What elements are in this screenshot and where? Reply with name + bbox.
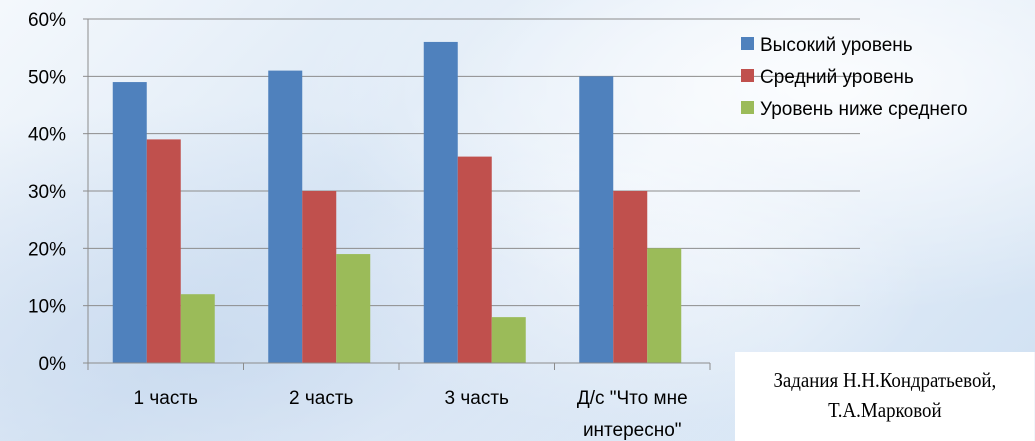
y-tick-label: 40% xyxy=(28,125,66,146)
bars xyxy=(112,41,682,364)
legend-label: Высокий уровень xyxy=(760,35,913,56)
legend-swatch xyxy=(741,69,754,82)
y-tick-label: 20% xyxy=(28,239,66,260)
bar xyxy=(268,70,303,363)
x-tick-labels: 1 часть 2 часть 3 часть Д/с "Что мне интерес… xyxy=(134,388,688,441)
bar xyxy=(579,76,614,363)
bar xyxy=(647,248,682,363)
bar xyxy=(112,82,147,364)
bar xyxy=(423,41,458,363)
legend-label: Уровень ниже среднего xyxy=(760,99,968,120)
y-tick-labels: 0% 10% 20% 30% 40% 50% 60% xyxy=(28,10,66,375)
y-tick-label: 60% xyxy=(28,10,66,31)
credit-line-1: Задания Н.Н.Кондратьевой, xyxy=(773,368,997,392)
legend: Высокий уровень Средний уровень Уровень ни… xyxy=(741,35,968,120)
x-tick-label: 1 часть xyxy=(134,388,199,409)
credit-line-2: Т.А.Марковой xyxy=(828,398,942,422)
bar xyxy=(457,156,492,363)
bar xyxy=(336,254,371,363)
x-tick-label: 3 часть xyxy=(445,388,510,409)
legend-swatch xyxy=(741,37,754,50)
y-tick-label: 50% xyxy=(28,67,66,88)
bar xyxy=(491,317,526,363)
legend-label: Средний уровень xyxy=(760,67,914,88)
bar xyxy=(146,139,181,363)
credit-box: Задания Н.Н.Кондратьевой, Т.А.Марковой xyxy=(735,352,1035,441)
axes xyxy=(83,18,711,370)
bar xyxy=(180,294,215,363)
y-tick-label: 10% xyxy=(28,297,66,318)
bar xyxy=(302,191,337,363)
bar xyxy=(613,191,648,363)
x-tick-label: 2 часть xyxy=(289,388,354,409)
x-tick-label: Д/с "Что мне интересно" xyxy=(577,388,688,441)
y-tick-label: 0% xyxy=(39,354,67,375)
legend-swatch xyxy=(741,101,754,114)
y-tick-label: 30% xyxy=(28,182,66,203)
